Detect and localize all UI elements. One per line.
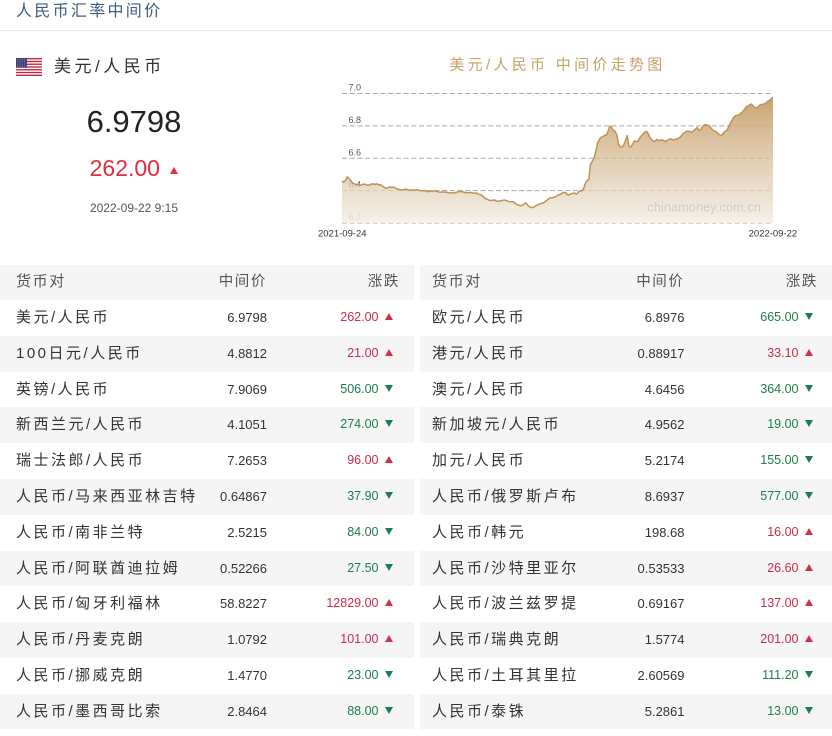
svg-text:6.8: 6.8 — [348, 115, 361, 125]
svg-text:2022-09-22: 2022-09-22 — [749, 228, 798, 239]
svg-text:chinamoney.com.cn: chinamoney.com.cn — [647, 201, 761, 215]
svg-text:2021-09-24: 2021-09-24 — [318, 228, 367, 239]
svg-text:6.6: 6.6 — [348, 147, 361, 157]
svg-text:7.0: 7.0 — [348, 83, 361, 93]
svg-text:美元/人民币 中间价走势图: 美元/人民币 中间价走势图 — [449, 57, 665, 74]
